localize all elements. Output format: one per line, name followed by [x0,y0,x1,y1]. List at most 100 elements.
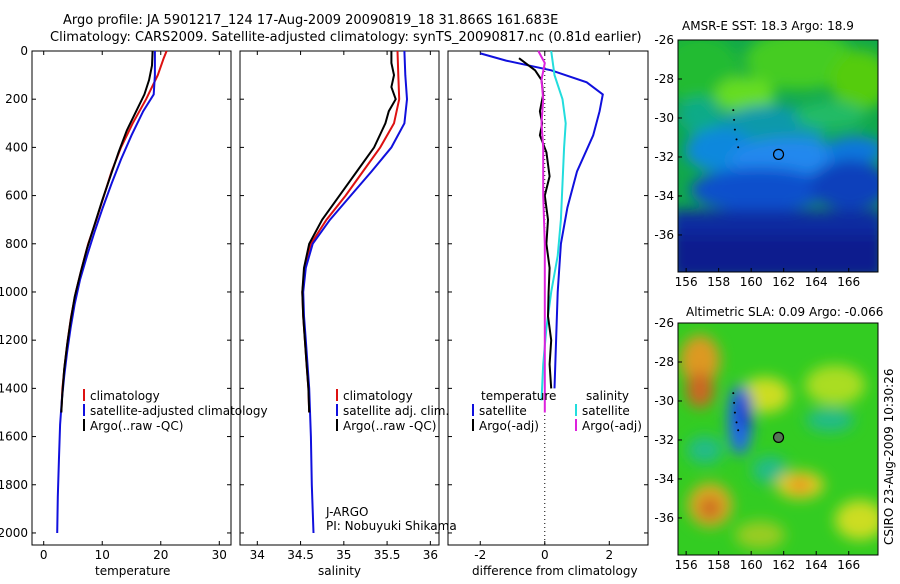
sla-track-point [737,429,740,432]
temperature-legend-label: climatology [90,389,160,403]
difference-xtick-label: 0 [541,548,549,562]
sst-lon-label: 156 [675,275,698,289]
depth-tick-label: 200 [5,92,28,106]
temperature-xlabel: temperature [95,564,170,578]
salinity-xtick-label: 36 [423,548,438,562]
temperature-series-line [60,50,154,413]
difference-panel: -2 0 2temperaturesatelliteArgo(-adj)salini… [447,50,649,578]
sla-heatmap [678,323,878,555]
sla-lat-label: -36 [654,511,674,525]
difference-plot-frame [447,50,649,546]
sla-track-point [733,411,736,414]
temperature-marks: 0 200 400 600 800 1000 1200 1400 1600 1800 2000 0 10… [0,44,268,562]
salinity-xtick-label: 35.5 [374,548,401,562]
sst-map-panel: AMSR-E SST: 18.3 Argo: 18.9 [654,19,879,289]
depth-tick-label: 400 [5,140,28,154]
sla-map-marks: 156 158 160 162 164 166 -26 -28 -30 -32 -34 -36 [654,316,860,572]
salinity-xtick-label: 34 [250,548,265,562]
sst-lon-label: 158 [707,275,730,289]
depth-tick-label: 1400 [0,381,28,395]
temperature-xtick-label: 0 [40,548,48,562]
sla-lon-label: 160 [740,558,763,572]
sst-track-point [735,138,738,141]
sst-lon-label: 164 [805,275,828,289]
depth-tick-label: 1600 [0,430,28,444]
temperature-panel: 0 200 400 600 800 1000 1200 1400 1600 1800 2000 0 10… [0,44,268,578]
salinity-xtick-label: 35 [336,548,351,562]
salinity-legend-label: satellite adj. clim. [343,404,449,418]
sla-lon-label: 162 [772,558,795,572]
temperature-series-line [56,51,156,534]
sst-track-point [733,118,736,121]
temperature-legend-label: Argo(..raw -QC) [90,419,183,433]
sla-lat-label: -34 [654,472,674,486]
temperature-diff-legend-label: temperature [481,389,556,403]
depth-tick-label: 600 [5,189,28,203]
sst-lat-label: -26 [654,33,674,47]
sla-map-panel: Altimetric SLA: 0.09 Argo: -0.066 [654,305,896,572]
depth-tick-label: 2000 [0,526,28,540]
salinity-legend-label: climatology [343,389,413,403]
salinity-diff-legend-label: salinity [586,389,629,403]
sst-lat-label: -28 [654,72,674,86]
sla-lon-label: 166 [837,558,860,572]
depth-tick-label: 1200 [0,333,28,347]
sla-track-point [732,392,735,395]
depth-tick-label: 1800 [0,478,28,492]
salinity-diff-legend-label: satellite [582,404,630,418]
temperature-diff-legend-label: Argo(-adj) [479,419,539,433]
sst-track-point [733,128,736,131]
sla-lon-label: 156 [675,558,698,572]
difference-series-line [537,50,546,413]
sla-lon-label: 158 [707,558,730,572]
sst-lat-label: -30 [654,111,674,125]
temperature-legend-label: satellite-adjusted climatology [90,404,268,418]
sla-map-frame [677,322,879,556]
sst-map-frame [677,39,879,273]
sst-track-point [732,109,735,112]
salinity-xtick-label: 34.5 [287,548,314,562]
sla-lon-label: 164 [805,558,828,572]
difference-xtick-label: 2 [605,548,613,562]
sla-argo-marker [772,431,785,443]
temperature-xtick-label: 30 [212,548,227,562]
salinity-series-line [302,50,409,534]
sla-map-title: Altimetric SLA: 0.09 Argo: -0.066 [686,305,883,319]
sst-lon-label: 166 [837,275,860,289]
salinity-plot-frame [239,50,440,546]
sla-lat-label: -32 [654,433,674,447]
credit-text: CSIRO 23-Aug-2009 10:30:26 [882,369,896,545]
annotation-line-2: PI: Nobuyuki Shikama [326,519,457,533]
difference-xlabel: difference from climatology [472,564,638,578]
temperature-xtick-label: 10 [95,548,110,562]
sst-lat-label: -36 [654,228,674,242]
salinity-series-line [301,51,397,413]
salinity-legend-label: Argo(..raw -QC) [343,419,436,433]
sst-lat-label: -34 [654,189,674,203]
temperature-diff-legend-label: satellite [479,404,527,418]
sla-lat-label: -28 [654,355,674,369]
difference-xtick-label: -2 [474,548,486,562]
sst-heatmap [678,40,878,272]
annotation-line-1: J-ARGO [325,505,368,519]
temperature-plot-frame [31,50,232,546]
difference-series-line [480,52,604,389]
sst-map-title: AMSR-E SST: 18.3 Argo: 18.9 [682,19,854,33]
sst-lon-label: 162 [772,275,795,289]
salinity-xlabel: salinity [318,564,361,578]
salinity-diff-legend-label: Argo(-adj) [582,419,642,433]
title-line-1: Argo profile: JA 5901217_124 17-Aug-2009… [63,13,558,28]
difference-marks: -2 0 2temperaturesatelliteArgo(-adj)salini… [448,50,648,562]
sst-lon-label: 160 [740,275,763,289]
sla-lat-label: -26 [654,316,674,330]
depth-tick-label: 1000 [0,285,28,299]
sst-track-point [737,146,740,149]
temperature-series-line [60,50,168,413]
temperature-xtick-label: 20 [153,548,168,562]
sla-track-point [733,401,736,404]
depth-tick-label: 0 [20,44,28,58]
difference-series-line [540,50,567,401]
